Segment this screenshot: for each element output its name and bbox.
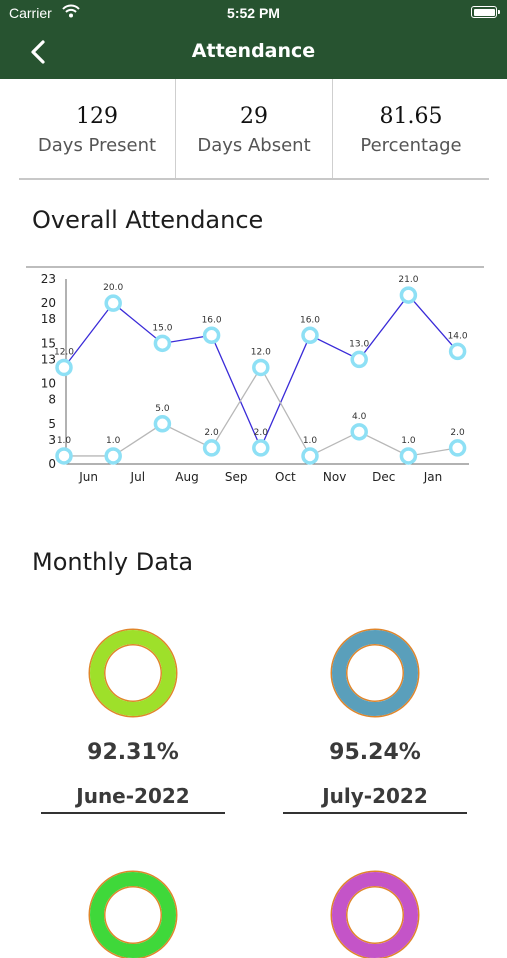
attendance-donut: [90, 630, 176, 716]
stat-days-absent: 29 Days Absent: [175, 79, 332, 178]
data-label: 1.0: [106, 436, 121, 446]
stat-value: 29: [240, 104, 268, 129]
x-tick-label: Oct: [275, 470, 296, 484]
nav-bar: Attendance: [0, 26, 507, 79]
attendance-donut: [90, 872, 176, 958]
clock: 5:52 PM: [227, 5, 280, 21]
data-point: [301, 326, 319, 345]
data-point: [301, 447, 319, 465]
data-label: 2.0: [204, 428, 219, 438]
stat-value: 129: [76, 104, 118, 129]
y-tick-label: 10: [41, 377, 56, 391]
x-tick-label: Dec: [372, 470, 395, 484]
data-point: [350, 350, 368, 369]
x-tick-label: Jan: [423, 470, 443, 484]
stat-label: Percentage: [360, 135, 462, 156]
data-label: 15.0: [152, 323, 172, 333]
y-tick-label: 13: [41, 352, 56, 366]
y-tick-label: 5: [48, 417, 56, 431]
status-bar: Carrier 5:52 PM: [0, 0, 507, 26]
stat-days-present: 129 Days Present: [19, 79, 175, 178]
x-tick-label: Sep: [225, 470, 248, 484]
data-point: [448, 342, 467, 361]
attendance-line-chart: 0 3 5 8 10 13 15 18 20 23 Jun Jul Aug Sep Oct Nov Dec Jan…: [26, 266, 484, 484]
stat-percentage: 81.65 Percentage: [332, 79, 489, 178]
month-card-3[interactable]: [41, 872, 225, 958]
data-point: [104, 294, 122, 312]
data-label: 20.0: [103, 283, 123, 293]
x-tick-label: Aug: [175, 470, 198, 484]
carrier-label: Carrier: [9, 5, 52, 21]
data-label: 1.0: [57, 436, 72, 446]
data-point: [252, 358, 270, 377]
wifi-icon: [62, 4, 80, 18]
data-point: [104, 447, 122, 465]
data-point: [202, 439, 221, 457]
y-tick-label: 20: [41, 296, 56, 310]
month-percentage: 92.31%: [87, 740, 179, 765]
data-label: 12.0: [251, 347, 271, 357]
data-label: 5.0: [155, 404, 170, 414]
data-point: [399, 447, 418, 465]
back-chevron-icon[interactable]: [26, 39, 52, 65]
data-label: 1.0: [303, 436, 318, 446]
y-tick-label: 18: [41, 312, 56, 326]
page-title: Attendance: [191, 40, 316, 62]
data-label: 12.0: [54, 347, 74, 357]
data-label: 2.0: [450, 428, 465, 438]
y-tick-label: 3: [48, 433, 56, 447]
data-label: 16.0: [300, 315, 320, 325]
data-point: [448, 439, 467, 457]
y-tick-label: 8: [48, 393, 56, 407]
x-tick-label: Jun: [78, 470, 98, 484]
month-card-july[interactable]: 95.24% July-2022: [283, 630, 467, 820]
month-card-june[interactable]: 92.31% June-2022: [41, 630, 225, 820]
x-tick-label: Jul: [130, 470, 145, 484]
data-point: [153, 415, 172, 433]
battery-icon: [471, 6, 500, 18]
data-point: [55, 358, 73, 377]
y-tick-label: 0: [48, 457, 56, 471]
data-label: 14.0: [448, 331, 468, 341]
month-label: June-2022: [41, 784, 225, 814]
month-percentage: 95.24%: [329, 740, 421, 765]
data-label: 16.0: [202, 315, 222, 325]
stat-label: Days Present: [37, 135, 157, 156]
data-point: [399, 286, 418, 304]
month-card-4[interactable]: [283, 872, 467, 958]
data-label: 1.0: [401, 436, 416, 446]
overall-attendance-heading: Overall Attendance: [32, 206, 264, 234]
data-label: 21.0: [398, 275, 418, 285]
data-point: [350, 423, 368, 441]
attendance-donut: [332, 630, 418, 716]
stat-value: 81.65: [379, 104, 443, 129]
data-point: [252, 439, 270, 457]
x-tick-label: Nov: [323, 470, 346, 484]
month-label: July-2022: [283, 784, 467, 814]
data-label: 4.0: [352, 412, 367, 422]
y-tick-label: 15: [41, 336, 56, 350]
monthly-data-heading: Monthly Data: [32, 548, 194, 576]
summary-stats: 129 Days Present 29 Days Absent 81.65 Pe…: [19, 79, 489, 180]
data-point: [55, 447, 73, 465]
stat-label: Days Absent: [197, 135, 311, 156]
data-label: 13.0: [349, 339, 369, 349]
y-tick-label: 23: [41, 272, 56, 286]
data-point: [202, 326, 221, 345]
data-point: [153, 334, 172, 353]
attendance-donut: [332, 872, 418, 958]
data-label: 2.0: [254, 428, 269, 438]
